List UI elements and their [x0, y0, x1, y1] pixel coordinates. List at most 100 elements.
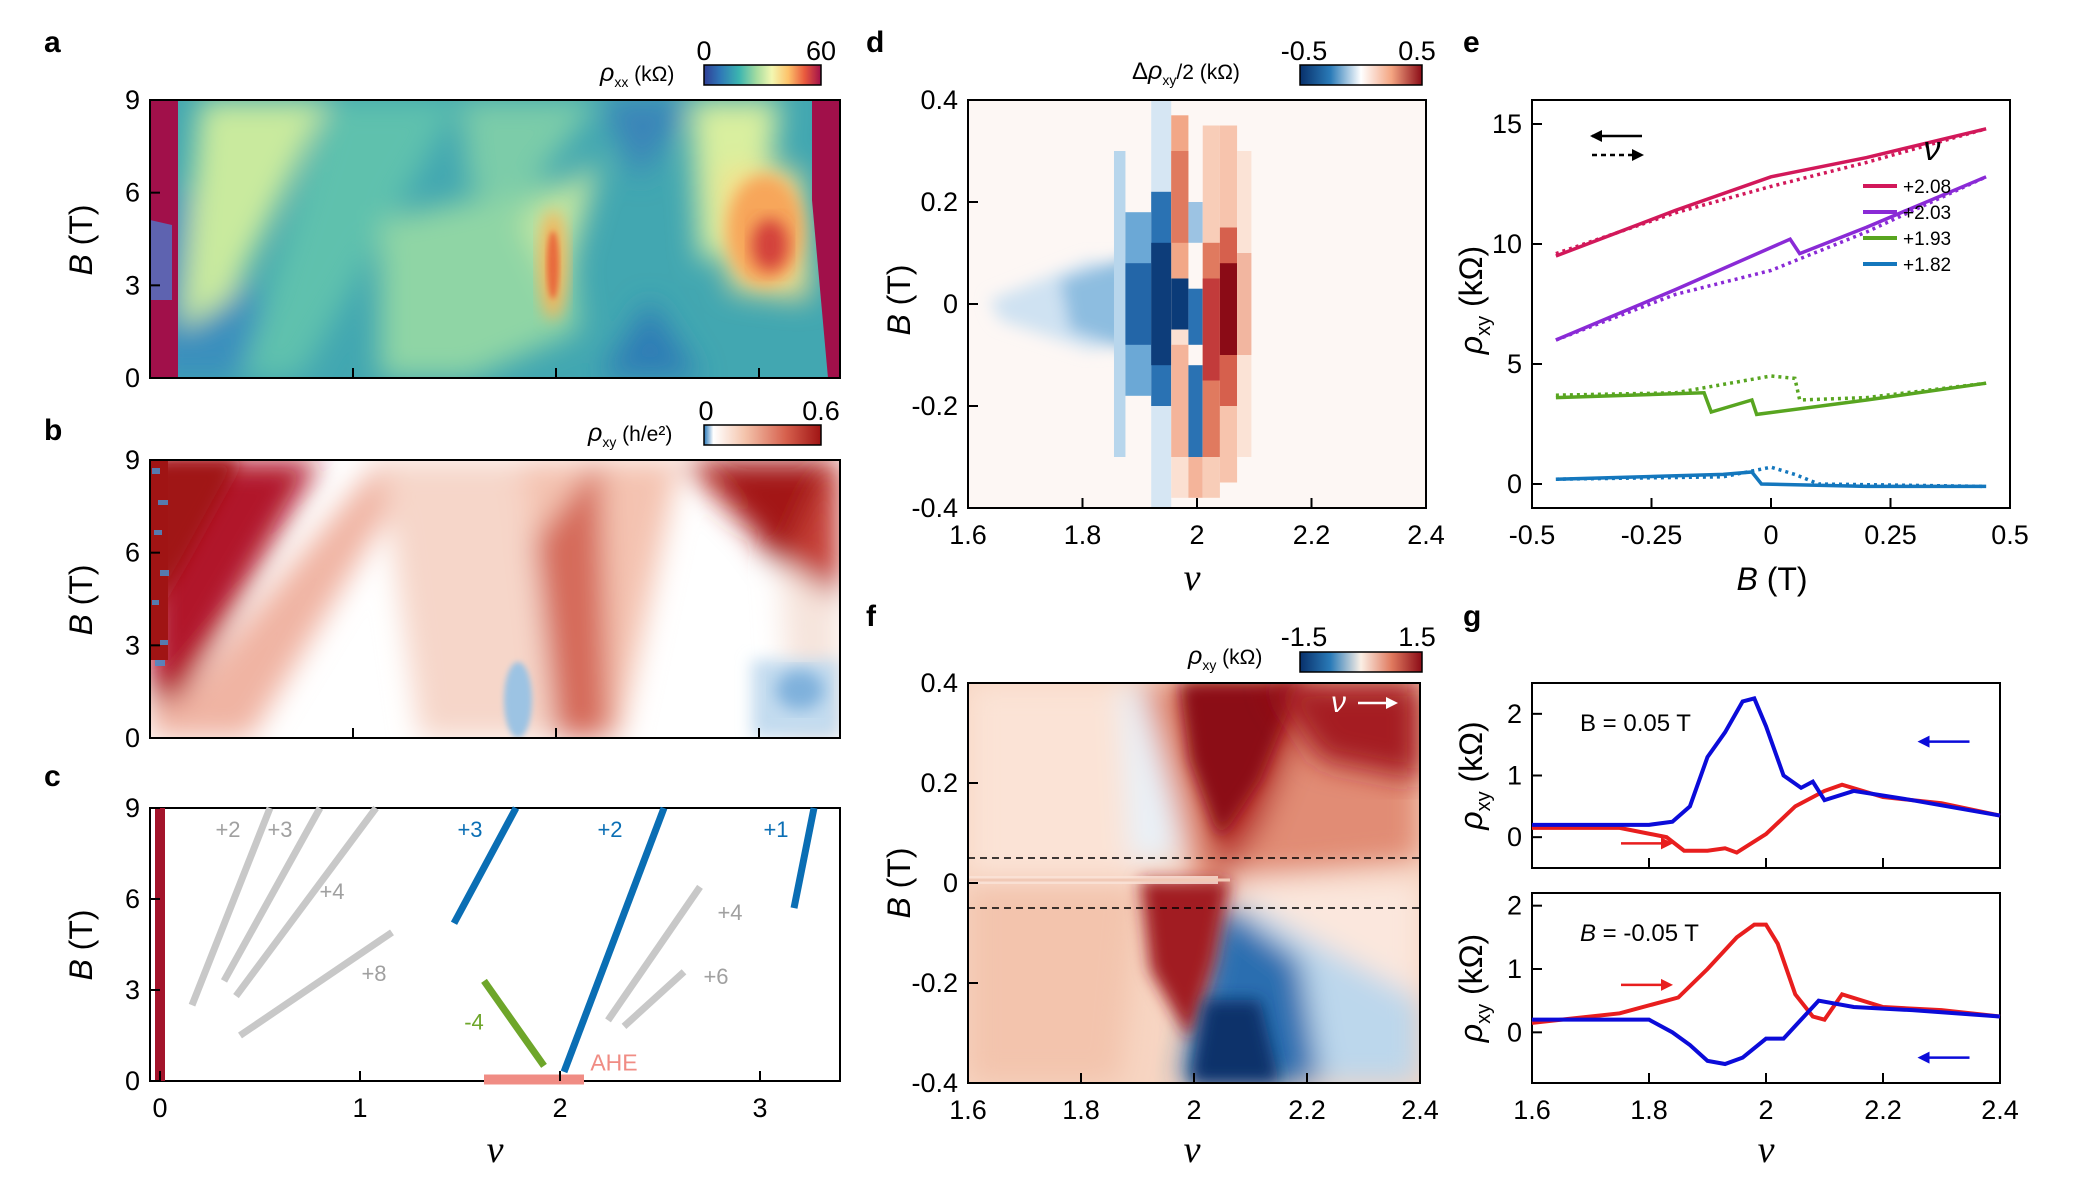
panel-label-d: d	[866, 26, 884, 59]
d-x-tick-label: 2.4	[1407, 520, 1445, 550]
colorbar-rho: ρ	[599, 59, 614, 87]
colorbar-unit: /2 (kΩ)	[1176, 61, 1240, 84]
c-x-tick-label: 1	[352, 1093, 367, 1123]
c-x-tick-label: 2	[552, 1093, 567, 1123]
f-xlabel: ν	[1184, 1129, 1201, 1171]
colorbar-f	[1299, 651, 1423, 673]
sweep-nu-label: ν	[1331, 686, 1346, 719]
g-annot-val: = -0.05 T	[1596, 920, 1699, 947]
c-segment-2	[220, 806, 324, 983]
a-y-tick-label: 6	[125, 178, 140, 208]
a-y-tick-label: 9	[125, 85, 140, 115]
c-annotation-8: AHE	[590, 1049, 637, 1075]
colorbar-rho: ρ	[1147, 57, 1162, 85]
g0-annotation: B = 0.05 T	[1580, 710, 1691, 737]
colorbar-b	[703, 424, 822, 446]
colorbar-rho: ρ	[587, 419, 602, 447]
c-annotation-5: +2	[597, 817, 622, 842]
f-x-tick-label: 2.2	[1288, 1095, 1326, 1125]
axis-sub: xy	[1473, 316, 1495, 336]
c-annotation-7: -4	[464, 1009, 484, 1034]
d-y-tick-label: 0	[943, 289, 958, 319]
c-annotation-3: +8	[361, 961, 386, 986]
d-x-tick-label: 2.2	[1293, 520, 1331, 550]
d-x-tick-label: 1.6	[949, 520, 987, 550]
c-segment-5	[450, 806, 520, 925]
axis-unit: (kΩ)	[1453, 721, 1489, 791]
g0-y-tick-label: 2	[1507, 699, 1522, 729]
g1-x-tick-label: 2	[1758, 1095, 1773, 1125]
e-y-tick-label: 15	[1492, 109, 1522, 139]
f-y-tick-label: 0.4	[920, 668, 958, 698]
axis-symbol: ν	[1184, 1129, 1201, 1171]
axis-a-y: 0 3 6 9 B (T)	[63, 85, 760, 393]
axis-symbol: B	[63, 959, 99, 980]
c-x-tick-label: 3	[752, 1093, 767, 1123]
c-xlabel: ν	[487, 1129, 504, 1171]
d-cell-7-1	[1237, 253, 1252, 355]
e-legend-label-1: +2.03	[1903, 203, 1951, 224]
g-annot-B: B	[1580, 920, 1596, 947]
c-annotation-6: +1	[763, 817, 788, 842]
d-cell-4-1	[1188, 288, 1203, 345]
panel-c: c +2 +3 +4 +8 +3 +2 +1 -4 AHE +4 +6 0 3 6 9 0 1 2 3 B (T) ν	[44, 760, 841, 1171]
d-cell-4-0	[1188, 202, 1203, 243]
g1-series-backward	[1532, 998, 2001, 1067]
panel-e: e ν +2.08 +2.03 +1.93 +1.82 0 5 10 15 -0.5 -0.25 0 0…	[1453, 26, 2029, 597]
g1-x-tick-label: 1.8	[1630, 1095, 1668, 1125]
colorbar-f-max: 1.5	[1398, 622, 1436, 652]
g0-ylabel: ρxy (kΩ)	[1453, 721, 1495, 830]
g0-y-tick-label: 1	[1507, 761, 1522, 791]
g0-arrowhead-1	[1917, 735, 1930, 748]
axis-unit: (kΩ)	[1453, 934, 1489, 1004]
e-legend-label-3: +1.82	[1903, 255, 1951, 276]
e-y-tick-label: 5	[1507, 349, 1522, 379]
axis-symbol: ν	[1184, 557, 1201, 599]
colorbar-rho: ρ	[1187, 642, 1202, 670]
c-annotation-1: +3	[267, 817, 292, 842]
axis-unit: (T)	[881, 264, 917, 314]
axis-unit: (T)	[881, 847, 917, 897]
e-series-solid-1	[1555, 175, 1987, 342]
g1-arrowhead-0	[1661, 978, 1673, 991]
e-legend-label-2: +1.93	[1903, 229, 1951, 250]
colorbar-d	[1299, 64, 1423, 86]
g1-x-tick-label: 1.6	[1513, 1095, 1551, 1125]
e-series-solid-2	[1555, 381, 1987, 417]
colorbar-d-min: -0.5	[1281, 36, 1328, 66]
c-y-tick-label: 0	[125, 1066, 140, 1096]
axis-symbol: ν	[1758, 1129, 1775, 1171]
panel-label-f: f	[866, 600, 877, 633]
colorbar-a-max: 60	[806, 36, 836, 66]
colorbar-f-min: -1.5	[1281, 622, 1328, 652]
g1-arrowhead-1	[1917, 1051, 1930, 1064]
heatmap-f	[968, 683, 1420, 1083]
g1-y-tick-label: 2	[1507, 891, 1522, 921]
colorbar-symbol: Δ	[1132, 58, 1148, 85]
c-segment-4	[238, 929, 394, 1039]
f-y-tick-label: 0	[943, 868, 958, 898]
colorbar-unit: (kΩ)	[1216, 646, 1262, 669]
c-annotation-2: +4	[319, 879, 344, 904]
b-y-tick-label: 6	[125, 538, 140, 568]
c-annotation-0: +2	[215, 817, 240, 842]
axis-sub: xy	[1473, 791, 1495, 811]
g0-arrowhead-0	[1661, 837, 1673, 850]
c-segment-1	[188, 806, 274, 1007]
c-segment-6	[560, 806, 668, 1074]
c-annotation-9: +4	[717, 900, 742, 925]
axis-symbol: B	[881, 897, 917, 918]
heatmap-b	[150, 460, 840, 738]
colorbar-a-label: ρxx (kΩ)	[599, 59, 674, 90]
c-segment-8	[481, 978, 547, 1068]
c-y-tick-label: 6	[125, 884, 140, 914]
e-x-tick-label: 0.25	[1864, 520, 1917, 550]
heatmap-a	[150, 100, 840, 378]
a-y-tick-label: 3	[125, 270, 140, 300]
axis-rho: ρ	[1453, 811, 1489, 830]
axis-symbol: ν	[487, 1129, 504, 1171]
c-annotation-10: +6	[703, 964, 728, 989]
axis-symbol: B	[63, 254, 99, 275]
panel-label-g: g	[1463, 600, 1481, 633]
